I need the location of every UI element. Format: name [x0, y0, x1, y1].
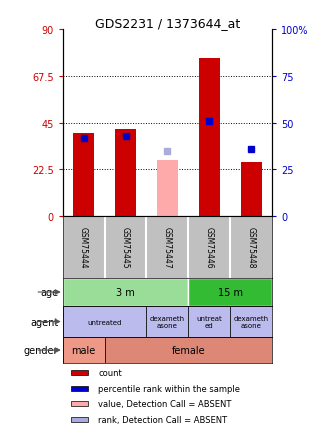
Bar [115, 130, 136, 217]
Text: GSM75444: GSM75444 [79, 227, 88, 268]
Bar [71, 370, 88, 375]
Text: untreated: untreated [87, 319, 122, 325]
Bar [188, 278, 272, 306]
Text: value, Detection Call = ABSENT: value, Detection Call = ABSENT [98, 399, 232, 408]
Text: count: count [98, 368, 122, 377]
Bar [146, 306, 188, 337]
Bar [73, 134, 94, 217]
Bar [63, 306, 146, 337]
Title: GDS2231 / 1373644_at: GDS2231 / 1373644_at [95, 17, 240, 30]
Bar [188, 306, 230, 337]
Text: male: male [71, 345, 96, 355]
Text: agent: agent [30, 317, 59, 327]
Text: percentile rank within the sample: percentile rank within the sample [98, 384, 240, 393]
Text: dexameth
asone: dexameth asone [234, 315, 269, 328]
Text: 15 m: 15 m [218, 287, 243, 297]
Text: gender: gender [24, 345, 59, 355]
Text: 3 m: 3 m [116, 287, 135, 297]
Text: GSM75447: GSM75447 [163, 227, 172, 268]
Text: dexameth
asone: dexameth asone [150, 315, 185, 328]
Bar [71, 417, 88, 421]
Text: female: female [172, 345, 205, 355]
Bar [241, 163, 262, 217]
Bar [157, 161, 178, 217]
Text: untreat
ed: untreat ed [197, 315, 222, 328]
Bar [63, 278, 188, 306]
Text: GSM75445: GSM75445 [121, 227, 130, 268]
Bar [230, 306, 272, 337]
Bar [63, 337, 105, 363]
Text: rank, Detection Call = ABSENT: rank, Detection Call = ABSENT [98, 414, 227, 424]
Bar [105, 337, 272, 363]
Bar [71, 386, 88, 391]
Text: GSM75448: GSM75448 [247, 227, 256, 268]
Bar [199, 59, 220, 217]
Text: age: age [40, 287, 59, 297]
Bar [71, 401, 88, 406]
Text: GSM75446: GSM75446 [205, 227, 214, 268]
